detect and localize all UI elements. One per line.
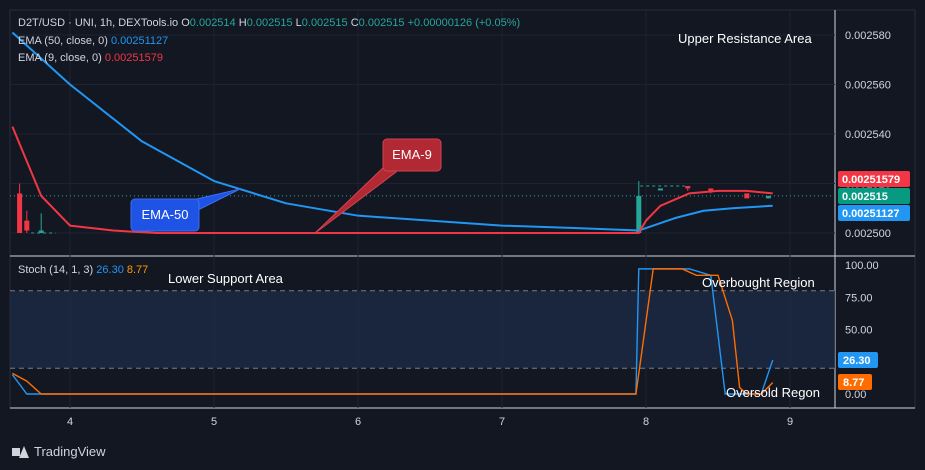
ema50-price-badge: 0.00251127 [842, 208, 900, 220]
symbol-title: D2T/USD · UNI, 1h, DEXTools.io [18, 17, 179, 29]
ema9-label: EMA (9, close, 0) [18, 52, 102, 64]
low-label: L [295, 17, 302, 29]
ema50-value: 0.00251127 [110, 35, 169, 47]
stoch-d-badge: 8.77 [843, 377, 864, 389]
low-value: 0.002515 [301, 17, 348, 29]
y-tick-label: 0.002540 [845, 129, 891, 141]
ema50-line [11, 31, 773, 232]
x-tick-label: 4 [67, 416, 73, 428]
stoch-tick-label: 75.00 [845, 292, 873, 304]
candle-body [685, 185, 691, 189]
ema9-price-badge-bg [838, 171, 910, 187]
ema9-price-badge: 0.00251579 [842, 174, 900, 186]
ema9-callout-label: EMA-9 [392, 147, 432, 162]
close-price-badge: 0.002515 [842, 191, 888, 203]
stoch-d-badge-bg [838, 374, 872, 390]
stoch-k-badge: 26.30 [843, 355, 871, 367]
high-label: H [238, 17, 247, 29]
candle-body [657, 188, 663, 191]
stoch-k-badge-bg [838, 352, 878, 368]
overbought-annotation: Overbought Region [702, 275, 815, 290]
candle-body [17, 193, 23, 233]
high-value: 0.002515 [246, 17, 293, 29]
upper-resistance-annotation: Upper Resistance Area [678, 31, 812, 46]
stoch-d-line [12, 268, 774, 395]
ema9-callout-box [382, 138, 442, 172]
stoch-k-value: 26.30 [96, 264, 124, 276]
candle-body [38, 230, 44, 233]
ema50-price-badge-bg [838, 205, 910, 221]
open-value: 0.002514 [189, 17, 236, 29]
tradingview-logo-icon [12, 445, 29, 458]
ema9-callout-pointer [313, 162, 397, 235]
stoch-tick-label: 0.00 [845, 389, 866, 401]
oversold-annotation: Oversold Regon [726, 385, 820, 400]
close-price-badge-bg [838, 188, 910, 204]
ema9-value: 0.00251579 [104, 52, 163, 64]
stoch-d-value: 8.77 [126, 264, 149, 276]
candle-body [708, 188, 714, 191]
y-tick-label: 0.002580 [845, 30, 891, 42]
ema50-callout-label: EMA-50 [142, 207, 189, 222]
candle-body [744, 193, 750, 199]
x-tick-label: 6 [355, 416, 361, 428]
x-tick-label: 8 [643, 416, 649, 428]
close-value: 0.002515 [358, 17, 405, 29]
candle-body [765, 195, 771, 199]
tradingview-brand[interactable]: TradingView [12, 444, 106, 459]
stoch-band [10, 290, 835, 369]
x-tick-label: 5 [211, 416, 217, 428]
ema50-legend[interactable]: EMA (50, close, 0) 0.00251127 [18, 35, 168, 47]
stoch-tick-label: 100.00 [845, 260, 879, 272]
stoch-legend[interactable]: Stoch (14, 1, 3) 26.30 8.77 [18, 264, 148, 276]
y-tick-label: 0.002500 [845, 228, 891, 240]
close-label: C [350, 17, 359, 29]
candle-body [636, 195, 642, 233]
x-tick-label: 7 [499, 416, 505, 428]
ema50-label: EMA (50, close, 0) [18, 35, 108, 47]
stoch-tick-label: 50.00 [845, 325, 873, 337]
y-tick-label: 0.002560 [845, 80, 891, 92]
change-value: +0.00000126 (+0.05%) [407, 17, 521, 29]
x-tick-label: 9 [787, 416, 793, 428]
ema9-legend[interactable]: EMA (9, close, 0) 0.00251579 [18, 52, 163, 64]
ema9-line [11, 126, 773, 234]
lower-support-annotation: Lower Support Area [168, 271, 284, 286]
ema50-callout-box [130, 198, 200, 232]
brand-label: TradingView [34, 444, 106, 459]
open-label: O [181, 17, 190, 29]
ohlc-legend: D2T/USD · UNI, 1h, DEXTools.io O0.002514… [18, 17, 520, 29]
candle-body [24, 220, 30, 231]
stoch-label: Stoch (14, 1, 3) [18, 264, 94, 276]
